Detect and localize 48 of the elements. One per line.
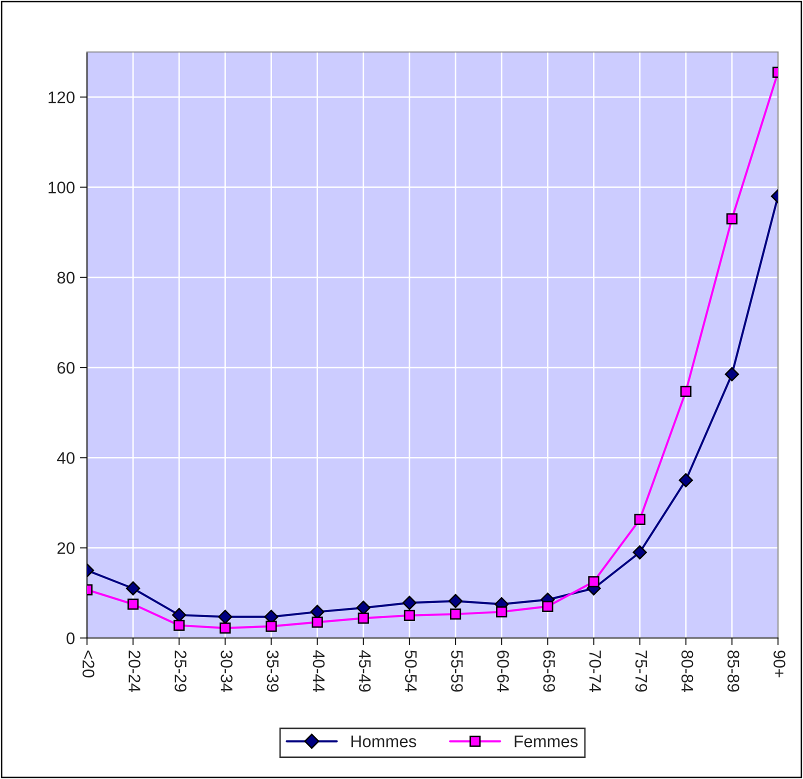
point — [588, 576, 600, 588]
point — [356, 600, 370, 615]
point — [310, 604, 324, 619]
point — [126, 581, 140, 596]
point — [174, 620, 185, 631]
y-tick-label: 40 — [57, 452, 75, 464]
x-tick-label: 75-79 — [635, 650, 648, 692]
y-tick-label: 20 — [57, 542, 75, 554]
point — [404, 610, 416, 622]
y-tick-label: 60 — [58, 362, 75, 374]
point — [542, 600, 554, 612]
point — [312, 616, 323, 628]
x-tick-label: 20-24 — [128, 650, 140, 692]
point — [402, 596, 417, 610]
y-tick-label: 80 — [57, 272, 75, 284]
x-tick-label: 70-74 — [589, 650, 602, 692]
point — [726, 213, 738, 224]
x-tick-label: 30-34 — [220, 650, 233, 692]
point — [128, 598, 139, 610]
x-tick-label: 55-59 — [451, 650, 463, 692]
x-tick-label: 90+ — [774, 650, 786, 678]
point — [724, 367, 740, 382]
point — [220, 622, 231, 634]
x-tick-label: 50-54 — [404, 650, 417, 692]
point — [678, 473, 693, 488]
point — [448, 594, 463, 608]
x-tick-label: 25-29 — [174, 650, 186, 692]
point — [634, 514, 646, 526]
x-tick-label: 60-64 — [497, 650, 509, 692]
x-tick-label: 80-84 — [681, 650, 694, 692]
point — [450, 608, 462, 620]
legend-label: Hommes — [351, 736, 416, 748]
point — [358, 612, 369, 624]
point — [496, 606, 508, 618]
x-tick-label: 65-69 — [543, 650, 555, 692]
point — [632, 545, 647, 560]
point — [266, 620, 277, 632]
point — [218, 610, 232, 624]
y-tick-label: 120 — [48, 91, 75, 104]
x-tick-label: 35-39 — [266, 650, 279, 692]
x-tick-label: 40-44 — [312, 650, 325, 692]
legend-label: Femmes — [514, 736, 578, 748]
y-tick-label: 0 — [66, 632, 75, 644]
point — [680, 386, 692, 397]
y-tick-label: 100 — [48, 182, 75, 194]
x-tick-label: 45-49 — [358, 650, 371, 692]
x-tick-label: 85-89 — [727, 650, 740, 692]
x-tick-label: <20 — [82, 650, 94, 678]
